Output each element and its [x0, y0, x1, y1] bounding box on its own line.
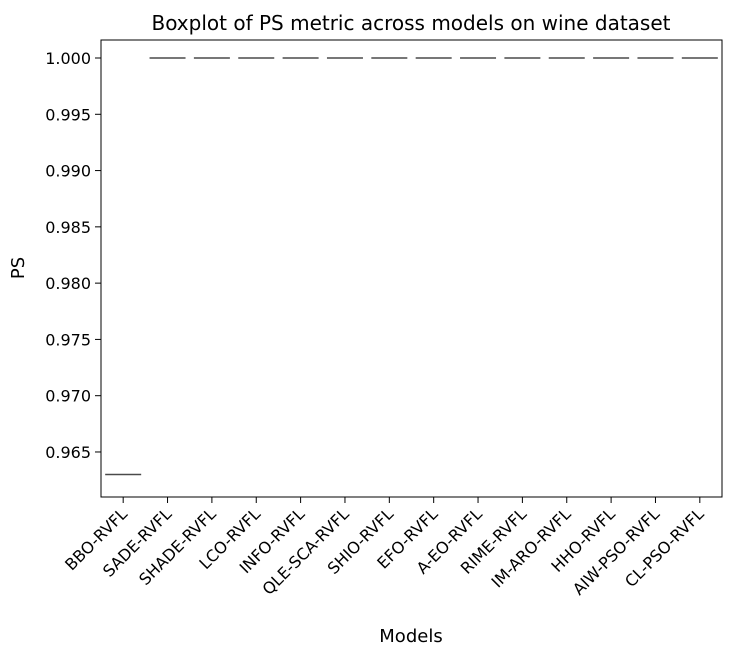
- y-tick-label: 0.975: [45, 330, 91, 349]
- y-tick-label: 0.980: [45, 274, 91, 293]
- y-axis-title: PS: [8, 257, 29, 279]
- y-tick-label: 1.000: [45, 49, 91, 68]
- y-tick-label: 0.990: [45, 162, 91, 181]
- y-tick-label: 0.985: [45, 218, 91, 237]
- y-tick-label: 0.995: [45, 105, 91, 124]
- y-tick-label: 0.970: [45, 387, 91, 406]
- x-axis-title: Models: [379, 626, 442, 647]
- y-tick-label: 0.965: [45, 443, 91, 462]
- chart-title: Boxplot of PS metric across models on wi…: [151, 11, 670, 35]
- x-tick-label: CL-PSO-RVFL: [621, 504, 708, 591]
- plot-frame: [100, 39, 723, 498]
